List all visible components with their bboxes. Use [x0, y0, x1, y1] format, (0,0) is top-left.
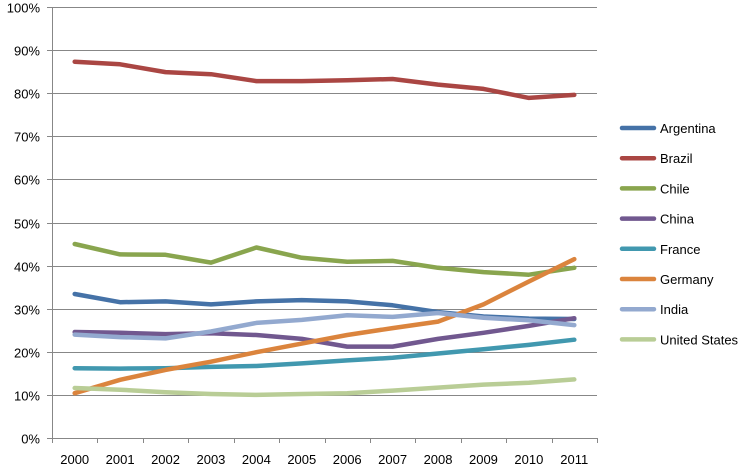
y-tick-label: 90% [14, 44, 40, 59]
series-line-united-states [72, 377, 577, 398]
x-tick-label: 2011 [560, 452, 588, 466]
legend-label-india: India [660, 302, 689, 317]
legend-label-france: France [660, 242, 700, 257]
x-tick-label: 2009 [469, 452, 498, 466]
x-tick-label: 2006 [333, 452, 362, 466]
y-tick-label: 80% [14, 87, 40, 102]
x-tick-label: 2007 [378, 452, 407, 466]
legend-label-china: China [660, 212, 695, 227]
x-tick-label: 2005 [287, 452, 316, 466]
x-tick-label: 2003 [196, 452, 225, 466]
y-tick-label: 100% [7, 1, 41, 16]
y-tick-label: 50% [14, 217, 40, 232]
legend-label-chile: Chile [660, 181, 690, 196]
series-line-france [72, 337, 577, 371]
x-tick-label: 2001 [106, 452, 135, 466]
legend: Argentina Brazil Chile China France Germany In… [619, 121, 739, 347]
gridlines [52, 7, 597, 396]
legend-label-united-states: United States [660, 332, 739, 347]
x-tick-label: 2002 [151, 452, 180, 466]
series-line-germany [72, 256, 577, 396]
legend-label-brazil: Brazil [660, 151, 693, 166]
axes: 0% 10% 20% 30% 40% 50% 60% 70% 80% 90% 100% 2000 200… [7, 1, 598, 466]
x-tick-label: 2010 [514, 452, 543, 466]
legend-label-argentina: Argentina [660, 121, 716, 136]
x-tick-label: 2000 [60, 452, 89, 466]
y-tick-label: 10% [14, 389, 40, 404]
x-tick-label: 2004 [242, 452, 271, 466]
legend-label-germany: Germany [660, 272, 714, 287]
series-lines [72, 59, 577, 398]
y-tick-label: 0% [21, 432, 40, 447]
series-line-india [72, 310, 577, 341]
x-tick-label: 2008 [424, 452, 453, 466]
series-line-china [72, 315, 577, 349]
series-line-brazil [72, 59, 577, 101]
series-line-chile [72, 241, 577, 277]
y-tick-label: 40% [14, 260, 40, 275]
y-tick-label: 30% [14, 303, 40, 318]
y-tick-label: 70% [14, 130, 40, 145]
y-tick-label: 60% [14, 173, 40, 188]
y-tick-label: 20% [14, 346, 40, 361]
